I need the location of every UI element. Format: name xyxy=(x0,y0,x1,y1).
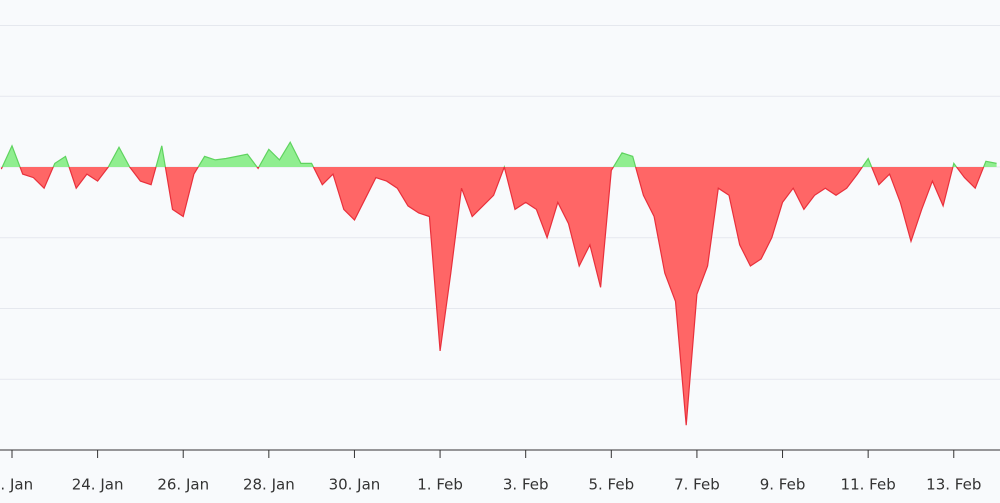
x-tick-label: 30. Jan xyxy=(329,476,381,494)
x-tick-label: 7. Feb xyxy=(674,476,720,494)
x-tick-label: 28. Jan xyxy=(243,476,295,494)
area-above xyxy=(1,142,997,167)
line-below xyxy=(0,167,985,426)
x-tick-label: 1. Feb xyxy=(417,476,463,494)
x-tick-label: 2. Jan xyxy=(0,476,33,494)
x-tick-label: 13. Feb xyxy=(926,476,981,494)
area-below xyxy=(1,167,984,426)
x-tick-label: 11. Feb xyxy=(841,476,896,494)
x-tick-label: 9. Feb xyxy=(760,476,806,494)
x-tick-label: 3. Feb xyxy=(503,476,549,494)
x-tick-label: 24. Jan xyxy=(72,476,124,494)
x-tick-label: 26. Jan xyxy=(157,476,209,494)
x-tick-label: 5. Feb xyxy=(588,476,634,494)
